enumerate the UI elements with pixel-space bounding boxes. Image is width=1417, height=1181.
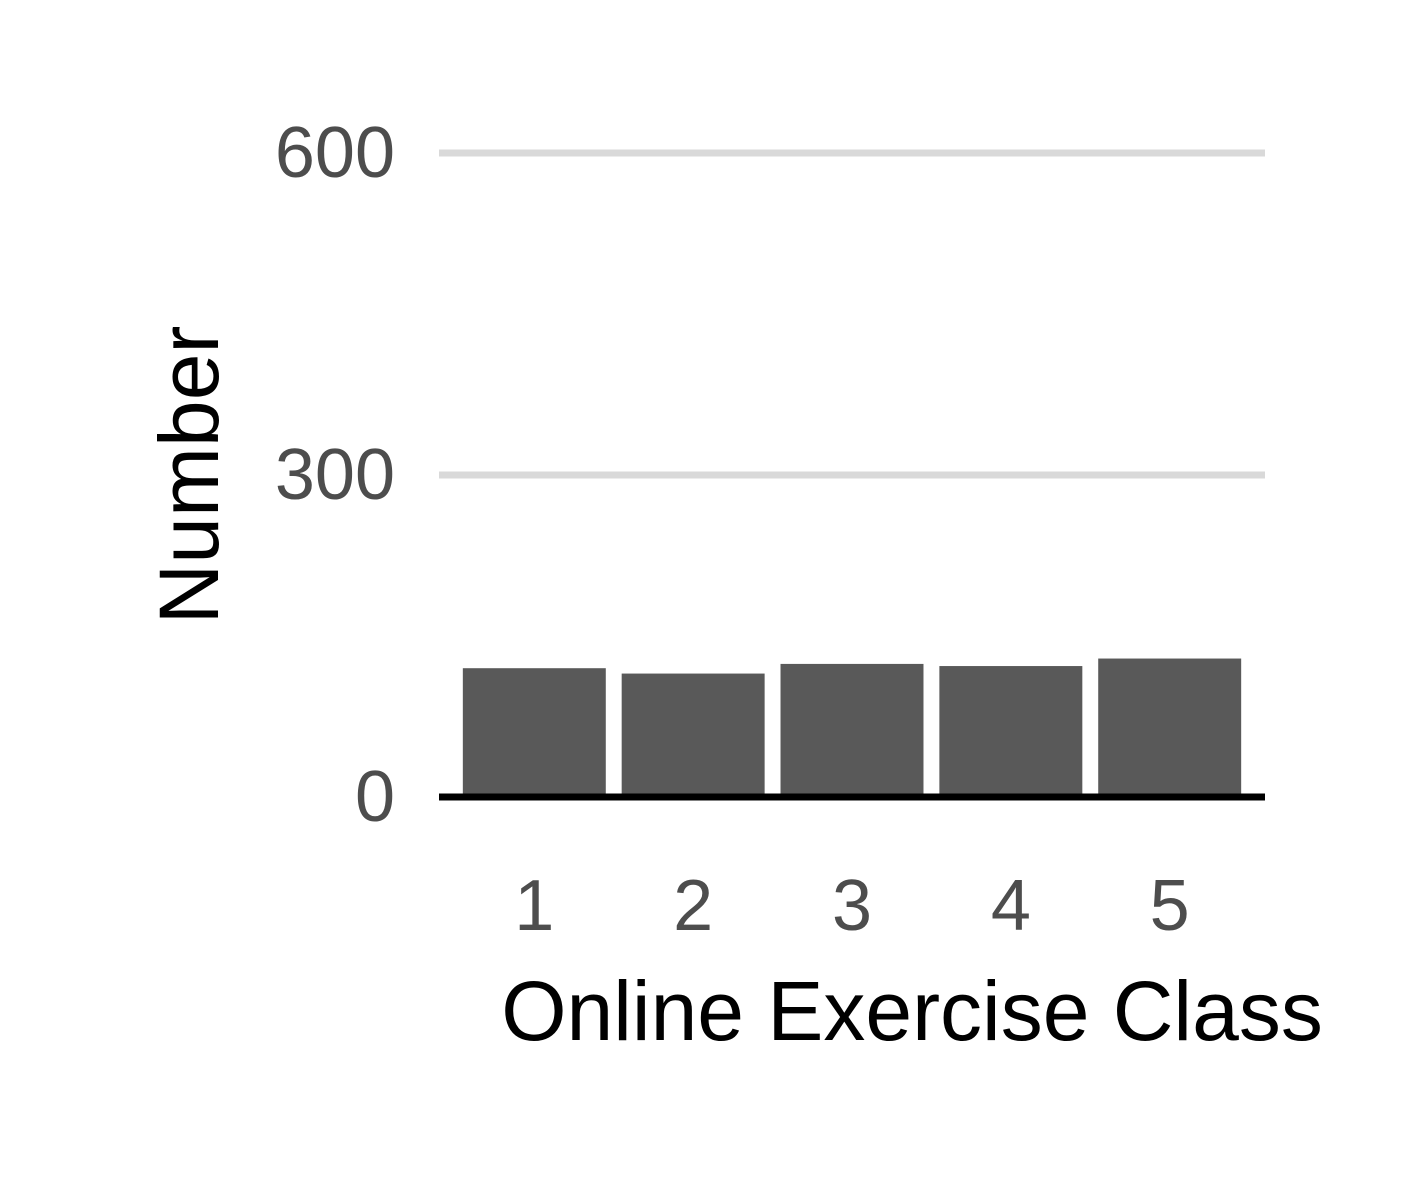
y-tick-label-600: 600 xyxy=(275,113,395,193)
y-tick-label-0: 0 xyxy=(355,757,395,837)
x-axis-title: Online Exercise Class xyxy=(501,964,1323,1058)
x-tick-label-4: 4 xyxy=(991,866,1031,946)
gridlines xyxy=(439,149,1265,479)
bars xyxy=(462,658,1242,797)
x-tick-label-1: 1 xyxy=(514,866,554,946)
x-tick-label-5: 5 xyxy=(1150,866,1190,946)
bar-5 xyxy=(1098,658,1242,797)
x-tick-label-3: 3 xyxy=(832,866,872,946)
bar-3 xyxy=(780,663,924,797)
x-tick-label-2: 2 xyxy=(673,866,713,946)
y-axis-title: Number xyxy=(142,326,236,625)
y-axis-ticks: 0 300 600 xyxy=(275,113,395,837)
bar-1 xyxy=(462,668,606,797)
bar-2 xyxy=(621,673,765,797)
x-axis-ticks: 1 2 3 4 5 xyxy=(514,866,1189,946)
bar-4 xyxy=(939,666,1083,797)
y-tick-label-300: 300 xyxy=(275,435,395,515)
